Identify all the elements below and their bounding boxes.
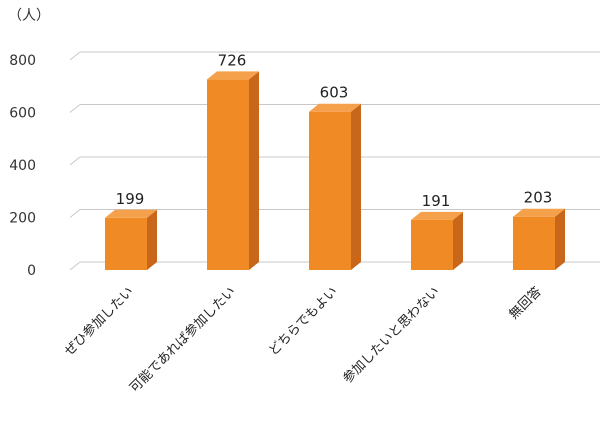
- bar-5: [513, 208, 565, 270]
- y-tick-label-400: 400: [9, 158, 36, 174]
- bar-side-5: [555, 208, 565, 270]
- bar-front-1: [105, 217, 147, 270]
- bar-front-2: [207, 79, 249, 270]
- gridline-side-200: [69, 209, 81, 218]
- bar-top-5: [513, 208, 565, 217]
- data-label-2: 726: [218, 51, 247, 69]
- data-label-5: 203: [524, 189, 553, 207]
- gridline-side-800: [69, 51, 81, 61]
- gridline-side-600: [69, 104, 81, 113]
- bar-side-4: [453, 211, 463, 270]
- gridline-side-0: [69, 261, 81, 271]
- bar-front-3: [309, 111, 351, 271]
- bar-4: [411, 211, 463, 270]
- category-label-5: 無回答: [506, 284, 545, 323]
- data-labels-layer: 199 726 603 191 203: [116, 51, 553, 209]
- bar-top-3: [309, 103, 361, 112]
- data-label-1: 199: [116, 190, 145, 208]
- bar-front-5: [513, 216, 555, 270]
- bar-side-3: [351, 103, 361, 271]
- bar-top-4: [411, 211, 463, 220]
- y-tick-label-0: 0: [27, 263, 36, 279]
- y-tick-label-800: 800: [9, 53, 36, 69]
- data-label-4: 191: [422, 192, 451, 210]
- bar-1: [105, 209, 157, 270]
- bar-2: [207, 71, 259, 270]
- bar-side-2: [249, 71, 259, 270]
- bars-layer: [105, 71, 565, 271]
- bar-top-1: [105, 209, 157, 218]
- gridline-side-400: [69, 156, 81, 166]
- category-label-1: ぜひ参加したい: [61, 284, 137, 360]
- category-label-4: 参加したいと思わない: [340, 284, 443, 387]
- y-axis-ticks: 0 200 400 600 800: [9, 53, 36, 279]
- category-label-2: 可能であれば参加したい: [126, 284, 238, 396]
- bar-3: [309, 103, 361, 271]
- category-label-3: どちらでもよい: [266, 284, 341, 359]
- bar-front-4: [411, 219, 453, 270]
- bar-side-1: [147, 209, 157, 270]
- data-label-3: 603: [320, 84, 349, 102]
- y-tick-label-200: 200: [9, 211, 36, 227]
- y-axis-unit-label: （人）: [8, 8, 50, 24]
- y-tick-label-600: 600: [9, 106, 36, 122]
- bar-top-2: [207, 71, 259, 80]
